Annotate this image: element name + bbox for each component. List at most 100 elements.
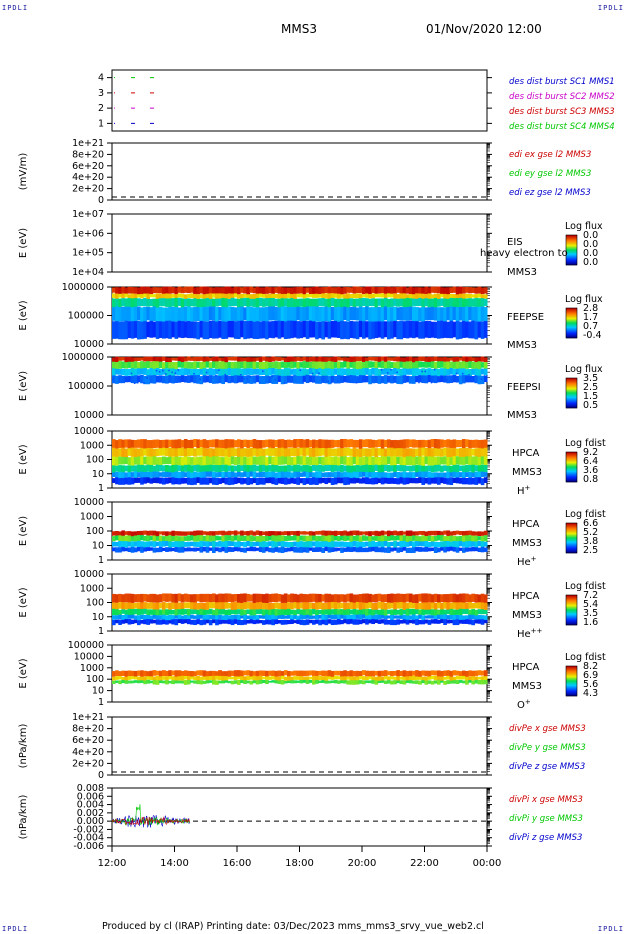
heatmap-cell	[243, 535, 247, 541]
heatmap-cell	[437, 368, 441, 377]
heatmap-cell	[230, 447, 235, 457]
heatmap-cell	[408, 448, 413, 458]
heatmap-cell	[271, 439, 275, 449]
heatmap-cell	[130, 680, 135, 684]
heatmap-cell	[405, 541, 410, 547]
heatmap-cell	[258, 601, 263, 610]
heatmap-cell	[421, 306, 425, 322]
heatmap-cell	[127, 286, 132, 294]
colorbar-tick-label: -0.4	[583, 330, 602, 341]
heatmap-cell	[162, 602, 166, 610]
heatmap-cell	[387, 357, 391, 361]
heatmap-cell	[458, 680, 463, 683]
heatmap-cell	[290, 448, 294, 457]
colorbar-cell	[566, 402, 577, 404]
heatmap-cell	[205, 546, 210, 553]
heatmap-cell	[240, 298, 244, 308]
heatmap-cell	[305, 614, 310, 619]
heatmap-cell	[380, 287, 385, 294]
heatmap-cell	[355, 609, 360, 616]
heatmap-cell	[268, 439, 272, 449]
heatmap-cell	[296, 680, 300, 683]
heatmap-cell	[305, 602, 310, 611]
heatmap-cell	[346, 535, 350, 541]
heatmap-cell	[152, 361, 157, 370]
heatmap-cell	[127, 368, 132, 376]
heatmap-cell	[340, 368, 344, 376]
heatmap-cell	[171, 619, 175, 625]
heatmap-cell	[280, 369, 285, 377]
heatmap-cell	[408, 456, 413, 466]
colorbar-title: Log flux	[565, 221, 603, 232]
y-axis-label: E (eV)	[18, 300, 29, 330]
instrument-label: EIS	[507, 237, 523, 248]
y-axis-label: (mV/m)	[18, 153, 29, 191]
heatmap-cell	[149, 307, 154, 322]
colorbar-cell	[566, 547, 577, 549]
heatmap-cell	[199, 593, 204, 603]
heatmap-cell	[133, 298, 138, 308]
heatmap-cell	[399, 357, 404, 363]
heatmap-cell	[174, 456, 179, 466]
heatmap-cell	[390, 293, 394, 298]
heatmap-cell	[349, 375, 354, 384]
heatmap-cell	[190, 614, 194, 619]
heatmap-cell	[433, 286, 438, 293]
heatmap-cell	[258, 670, 263, 676]
heatmap-cell	[483, 287, 488, 294]
heatmap-cell	[274, 447, 279, 457]
colorbar-cell	[566, 256, 577, 258]
y-tick-label: 100	[86, 455, 104, 466]
heatmap-cell	[390, 298, 394, 307]
heatmap-cell	[199, 540, 204, 548]
heatmap-cell	[240, 293, 244, 299]
heatmap-cell	[130, 477, 135, 485]
heatmap-cell	[124, 356, 129, 363]
heatmap-cell	[299, 535, 304, 541]
heatmap-cell	[477, 477, 482, 484]
heatmap-cell	[149, 464, 154, 473]
heatmap-cell	[355, 601, 360, 609]
heatmap-cell	[287, 356, 291, 363]
heatmap-cell	[290, 361, 294, 369]
heatmap-cell	[412, 448, 416, 458]
heatmap-cell	[280, 540, 285, 548]
heatmap-cell	[315, 675, 319, 681]
heatmap-cell	[458, 602, 463, 610]
heatmap-cell	[155, 307, 160, 323]
heatmap-cell	[449, 439, 454, 449]
heatmap-cell	[158, 440, 163, 449]
heatmap-cell	[265, 465, 269, 473]
heatmap-cell	[118, 531, 122, 536]
colorbar-cell	[566, 680, 577, 682]
heatmap-cell	[440, 472, 444, 478]
heatmap-cell	[468, 609, 472, 616]
heatmap-cell	[340, 464, 344, 473]
heatmap-cell	[158, 615, 163, 620]
heatmap-cell	[293, 602, 297, 609]
heatmap-cell	[137, 287, 141, 295]
heatmap-cell	[205, 477, 210, 485]
heatmap-cell	[133, 670, 138, 678]
colorbar-cell	[566, 388, 577, 390]
heatmap-cell	[265, 541, 269, 548]
heatmap-cell	[168, 293, 172, 299]
heatmap-cell	[430, 306, 435, 321]
heatmap-cell	[380, 361, 385, 369]
heatmap-cell	[190, 541, 194, 547]
heatmap-cell	[237, 541, 241, 548]
heatmap-cell	[158, 464, 163, 472]
heatmap-cell	[408, 298, 413, 308]
heatmap-cell	[252, 298, 257, 307]
heatmap-cell	[255, 676, 260, 681]
heatmap-cell	[349, 478, 354, 484]
heatmap-cell	[137, 680, 141, 684]
heatmap-cell	[415, 361, 419, 369]
heatmap-cell	[474, 357, 479, 363]
heatmap-cell	[143, 535, 147, 541]
colorbar-cell	[566, 242, 577, 244]
heatmap-cell	[377, 361, 382, 368]
heatmap-cell	[396, 465, 400, 471]
heatmap-cell	[462, 456, 466, 465]
heatmap-cell	[112, 619, 116, 626]
